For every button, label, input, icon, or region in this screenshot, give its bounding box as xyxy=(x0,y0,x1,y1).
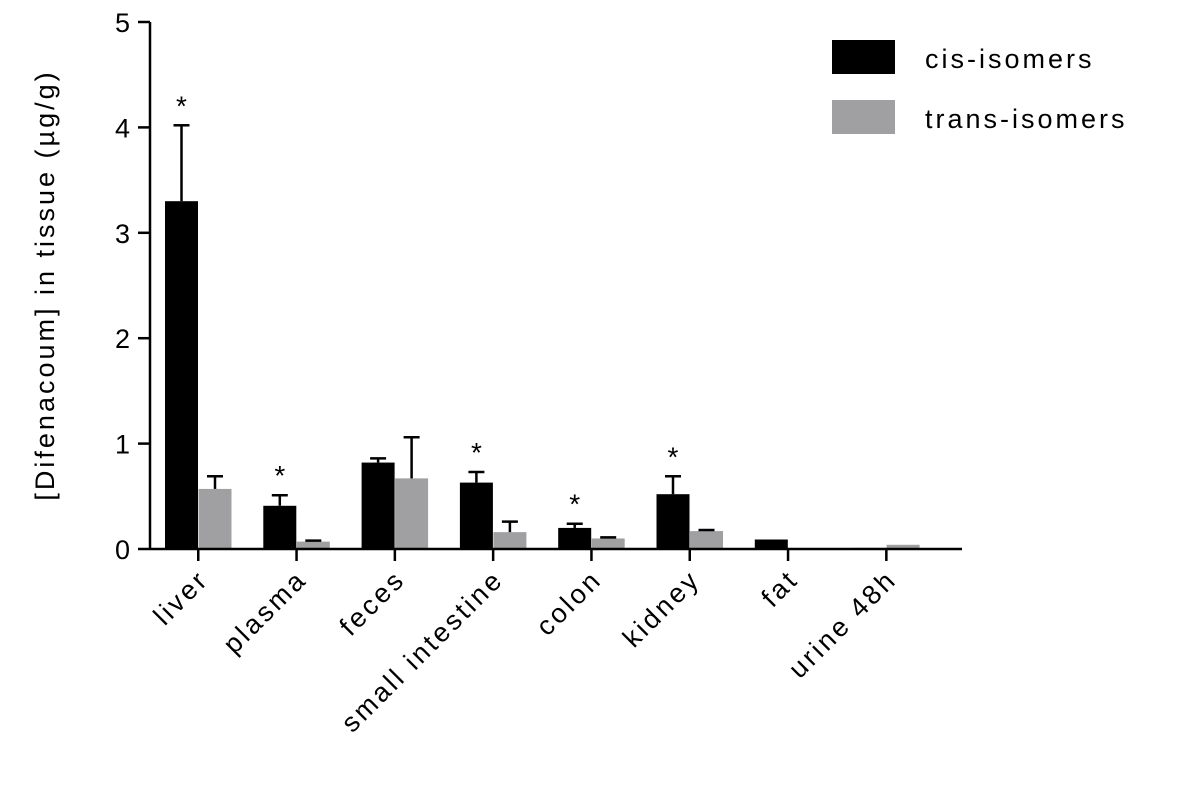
legend-label-trans: trans-isomers xyxy=(925,104,1128,134)
error-bars-group xyxy=(173,124,715,542)
bars-group xyxy=(165,201,920,549)
significance-marker: * xyxy=(274,460,285,491)
y-tick-label: 0 xyxy=(115,535,130,565)
x-tick-label: liver xyxy=(148,564,215,631)
trans-bar-urine-48h xyxy=(886,544,920,549)
x-tick-label: feces xyxy=(334,564,411,641)
significance-marker: * xyxy=(176,90,187,121)
cis-bar-liver xyxy=(165,201,198,549)
y-tick-label: 3 xyxy=(115,219,130,249)
y-axis-label-group: [Difenacoum] in tissue (µg/g) xyxy=(30,69,60,500)
y-tick-label: 5 xyxy=(115,8,130,38)
y-tick-label: 4 xyxy=(115,113,130,143)
trans-bar-kidney xyxy=(690,531,723,549)
legend-swatch-trans xyxy=(832,100,895,134)
legend-label-cis: cis-isomers xyxy=(925,44,1095,74)
y-tick-label: 1 xyxy=(115,430,130,460)
cis-bar-colon xyxy=(558,527,592,549)
x-tick-label: small intestine xyxy=(335,564,509,738)
x-tick-label: fat xyxy=(755,564,804,613)
legend-swatch-cis xyxy=(832,40,895,74)
significance-marker: * xyxy=(569,489,580,520)
significance-marker: * xyxy=(668,441,679,472)
trans-bar-small-intestine xyxy=(493,532,527,549)
trans-bar-colon xyxy=(591,538,625,549)
cis-bar-kidney xyxy=(656,494,690,549)
cis-bar-feces xyxy=(361,462,395,549)
y-tick-label: 2 xyxy=(115,324,130,354)
cis-bar-small-intestine xyxy=(459,482,493,549)
trans-bar-liver xyxy=(198,488,232,549)
cis-bar-fat xyxy=(754,539,788,549)
trans-bar-feces xyxy=(395,478,429,549)
cis-bar-plasma xyxy=(263,505,297,549)
legend: cis-isomers trans-isomers xyxy=(832,40,1128,134)
x-tick-label: colon xyxy=(530,564,607,641)
x-tick-label: plasma xyxy=(217,564,312,659)
y-axis-label: [Difenacoum] in tissue (µg/g) xyxy=(30,69,60,500)
trans-bar-plasma xyxy=(296,541,330,549)
x-tick-label: kidney xyxy=(617,564,706,653)
y-axis: 0 1 2 3 4 5 xyxy=(115,8,152,565)
significance-marker: * xyxy=(471,437,482,468)
significance-markers-group: * * * * * xyxy=(176,90,679,519)
